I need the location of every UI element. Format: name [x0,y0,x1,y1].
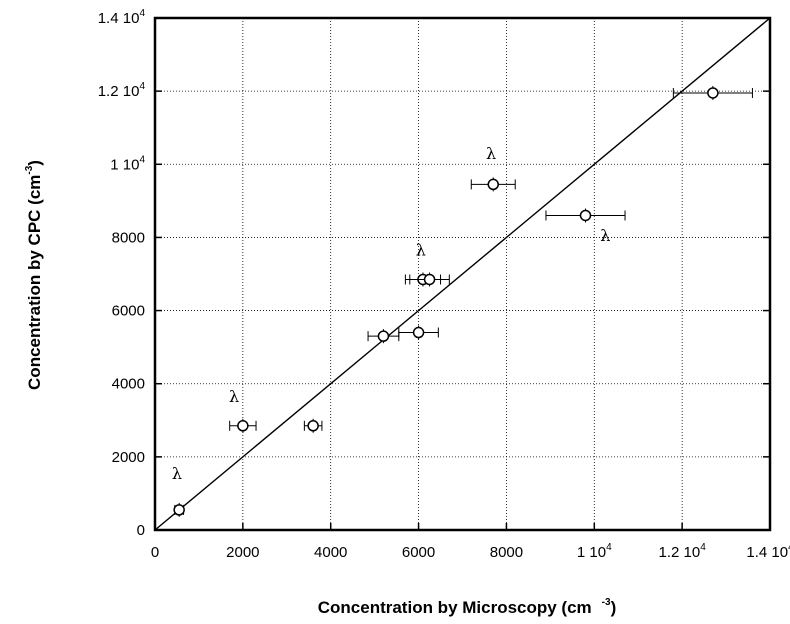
annotations: λ λ λ λ λ [172,144,610,483]
point-marker-7 [487,178,499,191]
point-marker-9 [707,87,719,99]
point-marker-3 [377,330,390,342]
y-axis-title: Concentration by CPC (cm-3) [24,160,44,390]
data-point-0 [173,502,185,517]
point-marker-2 [307,420,319,432]
data-point-2 [303,418,323,433]
x-tick-label-2: 4000 [314,544,347,561]
y-tick-label-0: 0 [137,522,145,539]
x-tick-label-4: 8000 [490,544,523,561]
x-axis-title-sup: -3 [602,597,611,608]
y-tick-label-2: 4000 [112,376,145,393]
y-tick-label-5: 1 104 [110,154,145,173]
x-tick-label-5: 1 104 [577,542,612,561]
lambda-annotation-1: λ [229,387,239,406]
data-point-6 [409,272,450,287]
lambda-annotation-0: λ [172,464,182,483]
x-tick-label-6: 1.2 104 [659,542,707,561]
x-tick-label-7: 1.4 104 [746,542,790,561]
y-tick-label-4: 8000 [112,229,145,246]
y-axis-title-sup: -3 [24,165,35,174]
point-marker-1 [237,420,249,432]
grid-lines [155,18,770,530]
y-axis-ticks: 0 2000 4000 6000 8000 1 104 1.2 104 1.4 104 [98,8,770,539]
x-tick-label-1: 2000 [226,544,259,561]
y-tick-label-3: 6000 [112,303,145,320]
data-point-9 [672,85,753,100]
point-marker-0 [173,504,185,516]
lambda-annotation-4: λ [600,226,610,245]
plot-frame [153,16,772,532]
x-tick-label-0: 0 [151,544,159,561]
lambda-annotation-3: λ [486,144,496,163]
data-point-1 [229,418,257,433]
data-point-7 [470,177,516,192]
data-point-8 [545,208,626,223]
y-axis-title-text: Concentration by CPC (cm [25,175,44,390]
y-tick-label-6: 1.2 104 [98,81,146,100]
x-axis-title: Concentration by Microscopy (cm -3) [318,597,617,617]
y-axis-title-tail: ) [25,160,44,166]
y-tick-label-1: 2000 [112,449,145,466]
point-marker-4 [412,326,425,339]
point-marker-6 [423,273,436,286]
reference-line-1to1 [154,17,771,531]
point-marker-8 [579,209,592,222]
x-axis-ticks: 0 2000 4000 6000 8000 1 104 1.2 104 1.4 104 [151,523,790,561]
data-point-3 [367,329,400,344]
y-tick-label-7: 1.4 104 [98,8,146,27]
x-axis-title-tail: ) [611,598,617,617]
lambda-annotation-2: λ [416,241,426,260]
data-points [173,85,753,517]
x-tick-label-3: 6000 [402,544,435,561]
x-axis-title-text: Concentration by Microscopy (cm [318,598,592,617]
data-point-4 [398,325,439,340]
